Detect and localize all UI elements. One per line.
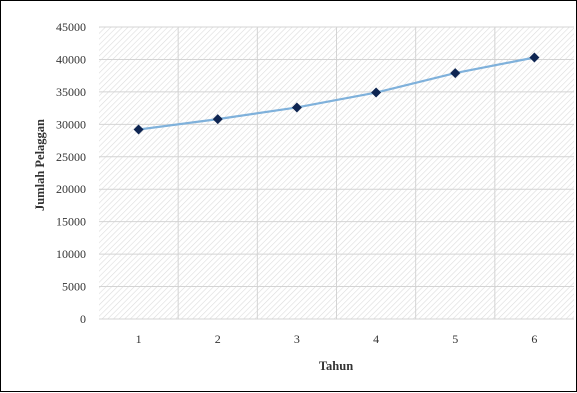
series-line xyxy=(138,56,535,131)
y-tick-label: 45000 xyxy=(56,20,86,34)
x-tick-label: 5 xyxy=(452,332,458,346)
x-tick-label: 3 xyxy=(294,332,300,346)
series-layer xyxy=(133,52,540,135)
y-tick-label: 40000 xyxy=(56,52,86,66)
y-tick-label: 5000 xyxy=(62,280,86,294)
data-point-marker xyxy=(291,102,302,113)
data-point-marker xyxy=(529,52,540,63)
x-tick-label: 1 xyxy=(136,332,142,346)
y-tick-label: 20000 xyxy=(56,182,86,196)
data-point-marker xyxy=(212,114,223,125)
x-tick-label: 2 xyxy=(215,332,221,346)
data-point-marker xyxy=(450,68,461,79)
y-axis-title: Jumlah Pelaggan xyxy=(33,119,47,211)
y-tick-label: 10000 xyxy=(56,247,86,261)
x-axis-title: Tahun xyxy=(319,359,353,373)
y-axis-ticks: 0 5000 10000 15000 20000 25000 30000 35000 40000… xyxy=(56,20,86,326)
y-tick-label: 0 xyxy=(80,312,86,326)
y-tick-label: 30000 xyxy=(56,117,86,131)
x-axis-ticks: 1 2 3 4 5 6 xyxy=(136,332,538,346)
data-point-marker xyxy=(133,124,144,135)
gridlines xyxy=(99,26,574,320)
y-tick-label: 35000 xyxy=(56,85,86,99)
y-tick-label: 25000 xyxy=(56,150,86,164)
x-tick-label: 6 xyxy=(531,332,537,346)
x-tick-label: 4 xyxy=(373,332,379,346)
data-point-marker xyxy=(371,87,382,98)
y-tick-label: 15000 xyxy=(56,215,86,229)
